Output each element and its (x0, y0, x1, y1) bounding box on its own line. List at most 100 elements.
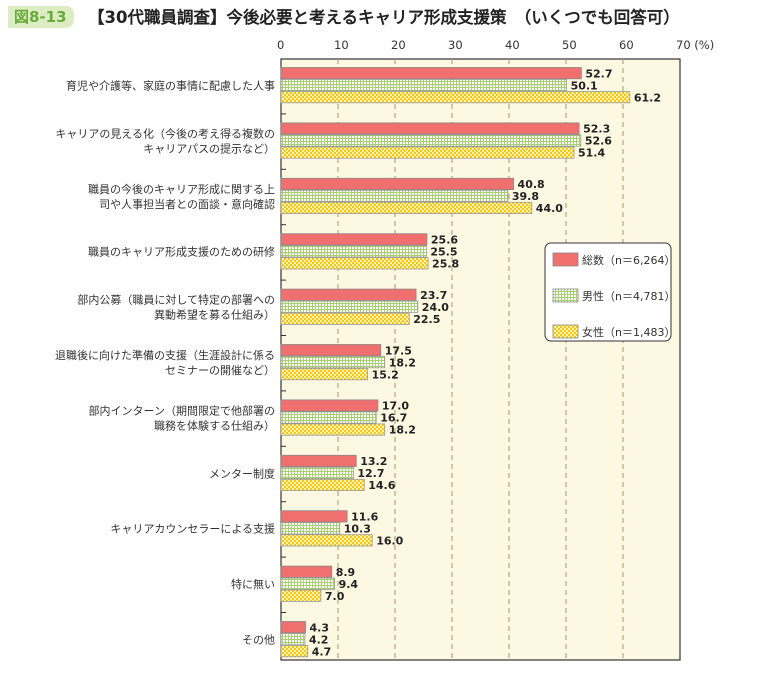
data-label: 4.2 (309, 633, 329, 646)
data-label: 39.8 (512, 190, 539, 203)
category-label: 部内インターン（期間限定で他部署の (89, 403, 275, 417)
x-tick-label: 20 (391, 38, 406, 52)
bar (280, 67, 582, 80)
bar (280, 510, 348, 523)
bar (280, 189, 509, 203)
category-label: セミナーの開催など） (165, 363, 275, 377)
data-label: 50.1 (571, 79, 598, 92)
legend: 総数（n＝6,264） 男性（n＝4,781） 女性（n＝1,483） (544, 242, 675, 342)
data-label: 52.6 (585, 135, 612, 148)
bar (280, 454, 357, 467)
category-label: 特に無い (231, 577, 275, 591)
data-label: 12.7 (357, 467, 384, 480)
chart-title: 【30代職員調査】今後必要と考えるキャリア形成支援策 （いくつでも回答可） (88, 8, 680, 27)
legend-box (544, 242, 672, 342)
data-label: 4.3 (310, 621, 330, 634)
bar (280, 177, 514, 191)
category-label: 職員の今後のキャリア形成に関する上 (88, 182, 275, 196)
data-label: 17.0 (382, 400, 409, 413)
category-label: その他 (242, 634, 275, 647)
bar (280, 233, 428, 246)
bar (280, 589, 322, 602)
bar (280, 134, 582, 147)
data-label: 61.2 (634, 91, 661, 104)
category-label: キャリアカウンセラーによる支援 (110, 522, 275, 536)
data-label: 11.6 (351, 511, 378, 524)
bar (280, 257, 429, 270)
bar (280, 565, 333, 578)
category-label: 司や人事担当者との面談・意向確認 (99, 197, 275, 211)
category-label: 職員のキャリア形成支援のための研修 (88, 245, 275, 259)
x-tick-label: 30 (448, 38, 463, 52)
category-label: 異動希望を募る仕組み） (154, 308, 275, 322)
x-tick-label: 60 (619, 38, 634, 52)
data-label: 22.5 (413, 313, 440, 326)
data-label: 14.6 (368, 479, 395, 492)
bar (280, 245, 427, 258)
bar (280, 288, 417, 301)
data-label: 25.8 (432, 258, 459, 271)
figure-label: 図8-13 (8, 6, 74, 28)
data-label: 40.8 (518, 178, 545, 191)
bar (280, 201, 533, 215)
data-label: 23.7 (420, 289, 447, 302)
x-tick-label: 40 (505, 38, 520, 52)
data-label: 17.5 (385, 344, 412, 357)
bar (280, 312, 410, 325)
data-label: 7.0 (325, 590, 345, 603)
x-tick-label: 70 (%) (676, 38, 714, 52)
bar (280, 356, 386, 369)
data-label: 8.9 (336, 566, 356, 579)
legend-label: 総数（n＝6,264） (582, 253, 675, 267)
category-label: キャリアの見える化（今後の考え得る複数の (55, 126, 275, 140)
data-label: 16.7 (380, 412, 407, 425)
bar (280, 522, 341, 535)
bar (280, 645, 309, 658)
bar (280, 466, 354, 479)
category-label: 退職後に向けた準備の支援（生涯設計に係る (55, 348, 275, 362)
legend-swatch (552, 288, 579, 303)
x-tick-label: 10 (334, 38, 349, 52)
bar (280, 423, 386, 436)
bar (280, 146, 575, 159)
bar (280, 534, 373, 547)
category-label: キャリアパスの提示など） (143, 142, 275, 155)
data-label: 18.2 (389, 356, 416, 369)
data-label: 52.7 (585, 67, 612, 80)
data-label: 25.5 (430, 246, 457, 259)
bar (280, 91, 631, 104)
data-label: 9.4 (339, 578, 359, 591)
data-label: 18.2 (389, 424, 416, 437)
bar (280, 368, 369, 381)
bar (280, 300, 419, 313)
data-label: 4.7 (312, 645, 332, 658)
legend-label: 男性（n＝4,781） (582, 289, 675, 303)
data-label: 13.2 (360, 455, 387, 468)
bar (280, 79, 567, 92)
data-label: 24.0 (422, 301, 449, 314)
bar (280, 411, 377, 424)
legend-label: 女性（n＝1,483） (582, 325, 675, 339)
data-label: 51.4 (578, 147, 605, 160)
category-label: メンター制度 (209, 466, 275, 480)
x-tick-label: 0 (277, 38, 284, 52)
data-label: 10.3 (344, 523, 371, 536)
data-label: 25.6 (431, 234, 458, 247)
category-label: 育児や介護等、家庭の事情に配慮した人事 (66, 79, 275, 93)
data-label: 44.0 (536, 202, 563, 215)
bar (280, 633, 306, 646)
category-label: 職務を体験する仕組み） (154, 418, 275, 432)
legend-swatch (552, 324, 579, 339)
bar (280, 621, 306, 634)
bar (280, 344, 382, 357)
data-label: 15.2 (372, 368, 399, 381)
data-label: 16.0 (376, 535, 403, 548)
bar (280, 577, 335, 590)
data-label: 52.3 (583, 123, 610, 136)
category-label: 部内公募（職員に対して特定の部署への (77, 293, 275, 307)
bar (280, 399, 379, 412)
legend-swatch (552, 252, 579, 267)
x-tick-label: 50 (562, 38, 577, 52)
bar (280, 478, 365, 491)
